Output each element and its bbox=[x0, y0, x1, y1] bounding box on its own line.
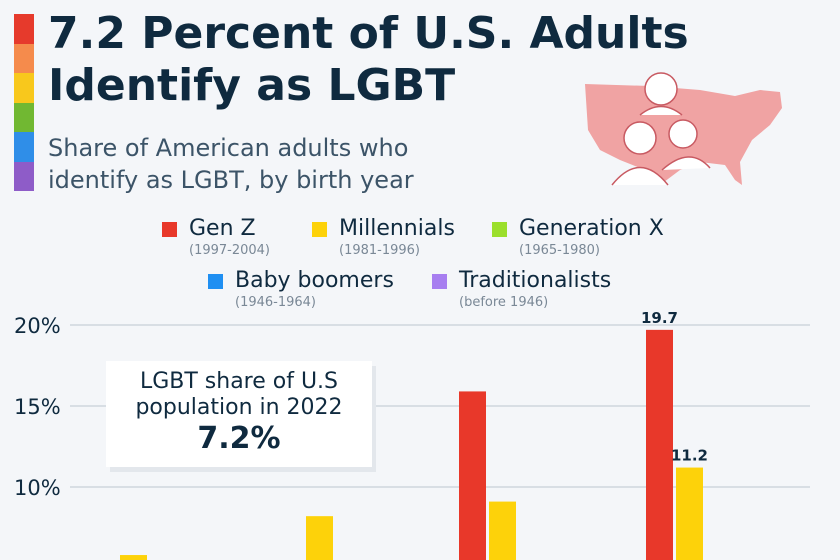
rainbow-segment bbox=[14, 132, 34, 162]
legend-item-traditionalists: Traditionalists (before 1946) bbox=[432, 268, 611, 310]
y-tick-label: 15% bbox=[14, 395, 61, 419]
rainbow-segment bbox=[14, 161, 34, 191]
bar-gen-z bbox=[459, 391, 486, 560]
legend-years: (1965-1980) bbox=[519, 243, 601, 258]
rainbow-segment bbox=[14, 73, 34, 103]
data-label: 11.2 bbox=[671, 447, 708, 465]
y-tick-label: 5% bbox=[14, 557, 47, 560]
page-title: 7.2 Percent of U.S. Adults Identify as L… bbox=[48, 8, 689, 111]
bar-millennials bbox=[676, 467, 703, 560]
bar-millennials bbox=[489, 501, 516, 560]
legend-label: Baby boomers bbox=[235, 268, 394, 293]
bar-millennials bbox=[306, 516, 333, 560]
rainbow-stripe bbox=[14, 14, 34, 191]
legend-years: (1946-1964) bbox=[235, 295, 317, 310]
legend-swatch bbox=[432, 273, 447, 289]
bar-gen-z bbox=[646, 329, 673, 560]
legend-label: Gen Z bbox=[189, 216, 256, 241]
bar-millennials bbox=[120, 555, 147, 560]
rainbow-segment bbox=[14, 14, 34, 44]
legend-item-gen-z: Gen Z (1997-2004) bbox=[162, 216, 270, 258]
legend-swatch bbox=[312, 221, 327, 237]
legend-label: Generation X bbox=[519, 216, 664, 241]
callout-line2: population in 2022 bbox=[135, 395, 343, 420]
legend-years: (before 1946) bbox=[459, 295, 549, 310]
legend-years: (1997-2004) bbox=[189, 243, 271, 258]
legend-label: Traditionalists bbox=[459, 268, 612, 293]
legend-item-millennials: Millennials (1981-1996) bbox=[312, 216, 455, 258]
rainbow-segment bbox=[14, 43, 34, 73]
legend-swatch bbox=[162, 221, 177, 237]
y-tick-label: 20% bbox=[14, 314, 61, 338]
data-label: 19.7 bbox=[641, 309, 678, 327]
legend-swatch bbox=[208, 273, 223, 289]
legend-swatch bbox=[492, 221, 507, 237]
legend-years: (1981-1996) bbox=[339, 243, 421, 258]
legend-item-baby-boomers: Baby boomers (1946-1964) bbox=[208, 268, 394, 310]
subtitle: Share of American adults who identify as… bbox=[48, 134, 414, 194]
legend-item-generation-x: Generation X (1965-1980) bbox=[492, 216, 664, 258]
rainbow-segment bbox=[14, 102, 34, 132]
legend-label: Millennials bbox=[339, 216, 455, 241]
callout-value: 7.2% bbox=[197, 421, 281, 456]
callout-line1: LGBT share of U.S bbox=[139, 369, 339, 394]
y-tick-label: 10% bbox=[14, 476, 61, 500]
callout-box: LGBT share of U.S population in 2022 7.2… bbox=[106, 361, 372, 467]
